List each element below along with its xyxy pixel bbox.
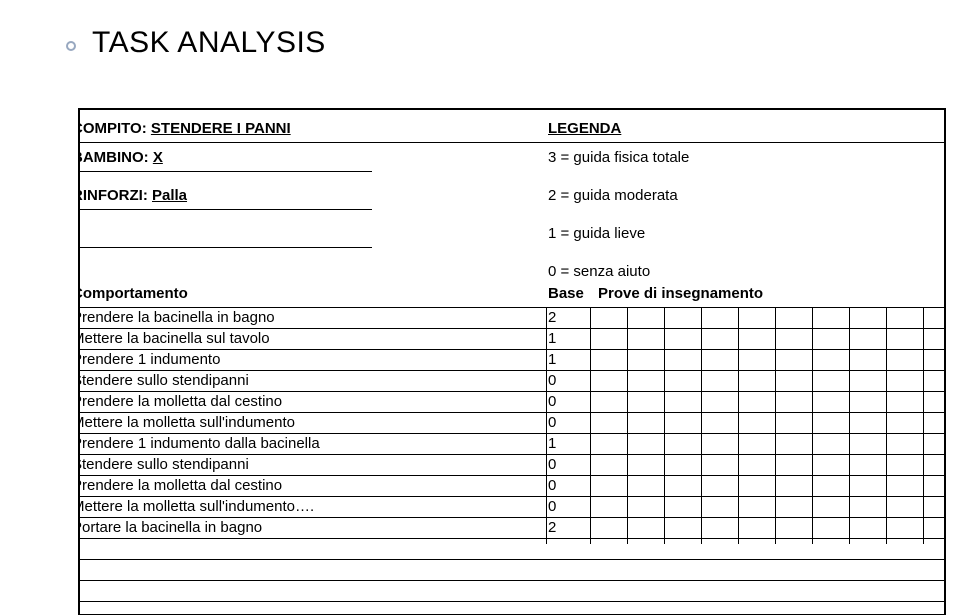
table-row: Stendere sullo stendipanni 0 [78, 454, 944, 475]
bullet-ring-icon [66, 41, 76, 51]
table-row [78, 538, 944, 559]
grid-vline [738, 307, 739, 544]
table-row: Prendere la molletta dal cestino 0 [78, 391, 944, 412]
table-row: Prendere 1 indumento dalla bacinella 1 [78, 433, 944, 454]
row-rinforzi: RINFORZI: Palla 2 = guida moderata [78, 187, 944, 209]
base-cell: 0 [548, 372, 556, 389]
rule-left [78, 247, 944, 263]
base-cell: 2 [548, 519, 556, 536]
grid-vline [886, 307, 887, 544]
legend-1: 1 = guida lieve [548, 225, 645, 242]
grid-vline [849, 307, 850, 544]
table-row: Stendere sullo stendipanni 0 [78, 370, 944, 391]
base-cell: 0 [548, 414, 556, 431]
base-cell: 0 [548, 393, 556, 410]
col-base: Base [548, 285, 584, 302]
behaviour-cell: Mettere la molletta sull'indumento…. [78, 498, 314, 515]
task-analysis-box: COMPITO: STENDERE I PANNI LEGENDA BAMBIN… [78, 108, 946, 615]
bambino-cell: BAMBINO: X [78, 149, 163, 166]
table-row: Mettere la molletta sull'indumento…. 0 [78, 496, 944, 517]
base-cell: 2 [548, 309, 556, 326]
col-prove: Prove di insegnamento [598, 285, 763, 302]
base-cell: 1 [548, 330, 556, 347]
table-row: Mettere la bacinella sul tavolo 1 [78, 328, 944, 349]
grid-vline [627, 307, 628, 544]
grid-vline [590, 307, 591, 544]
col-comportamento: Comportamento [78, 285, 188, 302]
behaviour-cell: Prendere 1 indumento [78, 351, 220, 368]
table-row: Prendere la molletta dal cestino 0 [78, 475, 944, 496]
grid-area: Prendere la bacinella in bagno 2 Mettere l… [80, 307, 944, 615]
behaviour-cell: Stendere sullo stendipanni [78, 456, 249, 473]
rule-left [78, 171, 944, 187]
behaviour-cell: Prendere la molletta dal cestino [78, 477, 282, 494]
row-bambino: BAMBINO: X 3 = guida fisica totale [78, 149, 944, 171]
table-row: Mettere la molletta sull'indumento 0 [78, 412, 944, 433]
table-row: Prendere la bacinella in bagno 2 [78, 307, 944, 328]
grid-vline [775, 307, 776, 544]
compito-value: STENDERE I PANNI [151, 120, 291, 137]
table-row: Prendere 1 indumento 1 [78, 349, 944, 370]
row-legend-0: 0 = senza aiuto [78, 263, 944, 285]
table-row [78, 559, 944, 580]
bambino-value: X [153, 149, 163, 166]
row-compito: COMPITO: STENDERE I PANNI LEGENDA [78, 120, 944, 142]
column-header: Comportamento Base Prove di insegnamento [78, 285, 944, 307]
base-cell: 0 [548, 477, 556, 494]
legend-3: 3 = guida fisica totale [548, 149, 689, 166]
legend-0: 0 = senza aiuto [548, 263, 650, 280]
base-cell: 1 [548, 351, 556, 368]
table-row [78, 580, 944, 601]
table-row [78, 601, 944, 615]
table-row: Portare la bacinella in bagno 2 [78, 517, 944, 538]
rinforzi-cell: RINFORZI: Palla [78, 187, 187, 204]
grid-vline [923, 307, 924, 544]
bambino-label: BAMBINO: [78, 149, 149, 166]
rule-left [78, 209, 944, 225]
behaviour-cell: Prendere 1 indumento dalla bacinella [78, 435, 320, 452]
rinforzi-label: RINFORZI: [78, 187, 148, 204]
legend-2: 2 = guida moderata [548, 187, 678, 204]
row-legend-1: 1 = guida lieve [78, 225, 944, 247]
behaviour-cell: Mettere la bacinella sul tavolo [78, 330, 270, 347]
compito-cell: COMPITO: STENDERE I PANNI [78, 120, 291, 137]
compito-label: COMPITO: [78, 120, 147, 137]
base-cell: 1 [548, 435, 556, 452]
behaviour-cell: Portare la bacinella in bagno [78, 519, 262, 536]
grid-vline [546, 307, 547, 544]
behaviour-cell: Prendere la bacinella in bagno [78, 309, 275, 326]
behaviour-cell: Prendere la molletta dal cestino [78, 393, 282, 410]
grid-vline [812, 307, 813, 544]
legenda-label: LEGENDA [548, 120, 621, 137]
base-cell: 0 [548, 498, 556, 515]
behaviour-cell: Mettere la molletta sull'indumento [78, 414, 295, 431]
behaviour-cell: Stendere sullo stendipanni [78, 372, 249, 389]
base-cell: 0 [548, 456, 556, 473]
grid-vline [664, 307, 665, 544]
grid-vline [701, 307, 702, 544]
page-title: TASK ANALYSIS [92, 26, 940, 60]
rinforzi-value: Palla [152, 187, 187, 204]
